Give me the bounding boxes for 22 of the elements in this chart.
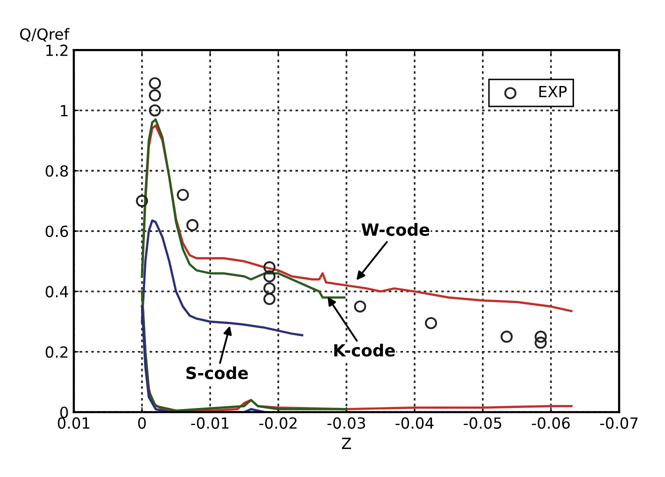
x-tick-label: -0.05	[464, 417, 502, 429]
x-tick-label: -0.01	[191, 417, 228, 429]
x-tick-label: 0	[138, 417, 146, 429]
y-tick-label: 0.2	[46, 346, 68, 358]
annotation: S-code	[186, 366, 248, 380]
x-tick-label: -0.02	[259, 417, 297, 429]
annotation: K-code	[334, 344, 395, 357]
annotation: W-code	[361, 223, 430, 236]
x-tick-label: -0.04	[396, 417, 434, 429]
legend-label: EXP	[539, 86, 567, 98]
x-tick-label: -0.06	[532, 417, 570, 429]
x-tick-label: 0.01	[58, 417, 90, 429]
y-tick-label: 0	[60, 406, 68, 418]
y-tick-label: 0.4	[46, 286, 68, 298]
x-tick-label: -0.07	[600, 417, 638, 429]
y-tick-label: 1.2	[46, 44, 68, 56]
y-tick-label: 1	[60, 105, 68, 116]
y-tick-label: 0.6	[46, 226, 68, 238]
x-tick-label: -0.03	[327, 417, 366, 429]
y-tick-label: 0.8	[46, 165, 68, 177]
x-axis-title: Z	[342, 438, 352, 449]
y-axis-title: Q/Qref	[20, 28, 70, 42]
